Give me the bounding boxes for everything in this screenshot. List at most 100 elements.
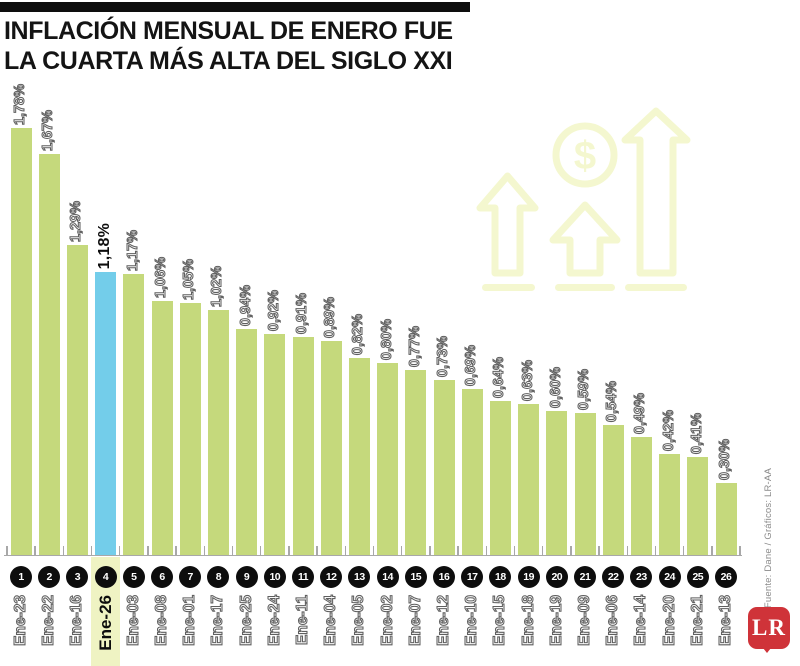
chart-bar — [518, 404, 540, 555]
rank-badge: 18 — [489, 566, 512, 588]
category-label: Ene-10 — [463, 594, 481, 646]
chart-bar — [151, 301, 173, 555]
bar-value-label: 0,49% — [632, 392, 649, 434]
chart-bar — [546, 411, 568, 555]
category-label: Ene-11 — [293, 594, 311, 645]
rank-badge: 3 — [66, 566, 89, 588]
chart-bar — [433, 380, 455, 555]
rank-badge: 26 — [715, 566, 737, 588]
rank-badge: 12 — [320, 566, 343, 588]
chart-bar — [66, 245, 88, 555]
category-label: Ene-01 — [181, 594, 199, 646]
chart-bar — [95, 272, 117, 555]
chart-bar — [10, 128, 32, 555]
category-label: Ene-09 — [575, 594, 593, 646]
axis-tick — [62, 546, 65, 555]
axis-tick — [626, 546, 629, 555]
rank-badge: 4 — [94, 566, 117, 588]
category-label: Ene-18 — [519, 594, 537, 646]
rank-badge: 25 — [686, 566, 709, 588]
axis-tick — [6, 546, 8, 555]
rank-badge: 6 — [151, 566, 173, 588]
chart-bar — [264, 334, 286, 555]
rank-badge: 19 — [517, 566, 540, 588]
dollar-coin-icon — [552, 122, 618, 188]
category-label: Ene-15 — [491, 594, 509, 646]
chart-bar — [207, 310, 229, 555]
chart-bar — [292, 337, 314, 555]
dollar-sign-icon: $ — [574, 134, 596, 178]
bar-value-label: 0,94% — [237, 284, 254, 326]
chart-bar — [179, 303, 201, 555]
axis-tick — [457, 546, 459, 555]
axis-tick — [34, 546, 36, 555]
chart-bar — [377, 363, 399, 555]
category-label: Ene-14 — [632, 594, 650, 646]
rank-badge: 11 — [292, 566, 314, 588]
bar-value-label: 1,18% — [95, 222, 113, 269]
category-label: Ene-22 — [40, 594, 58, 646]
axis-tick — [175, 546, 177, 555]
bar-value-label: 0,30% — [716, 438, 733, 480]
rank-badge: 5 — [122, 566, 145, 588]
bar-value-label: 0,60% — [547, 366, 564, 408]
chart-bar — [489, 401, 511, 555]
axis-tick — [429, 546, 431, 555]
chart-bar — [687, 457, 709, 555]
lr-logo-text: LR — [752, 615, 786, 640]
growth-watermark: $ — [476, 107, 691, 291]
category-label: Ene-26 — [95, 595, 115, 651]
arrow-up-icon — [476, 172, 539, 277]
bar-value-label: 1,05% — [181, 258, 198, 300]
bar-value-label: 0,91% — [293, 292, 310, 334]
category-label: Ene-04 — [322, 594, 340, 646]
axis-tick — [344, 546, 347, 555]
arrow-up-icon — [621, 107, 691, 277]
rank-badge: 21 — [574, 566, 596, 588]
category-label: Ene-21 — [688, 594, 706, 646]
axis-tick — [682, 546, 685, 555]
rank-badge: 7 — [179, 566, 202, 588]
rank-badge: 8 — [207, 566, 230, 588]
category-label: Ene-24 — [265, 594, 283, 646]
rank-badge: 2 — [38, 566, 61, 588]
chart-bar — [659, 454, 681, 555]
chart-bar — [320, 341, 342, 555]
rank-badge: 9 — [235, 566, 258, 588]
rank-badge: 1 — [10, 566, 32, 588]
bar-value-label: 0,59% — [575, 368, 592, 410]
bar-value-label: 1,06% — [152, 256, 169, 298]
axis-tick — [513, 546, 516, 555]
axis-tick — [570, 546, 572, 555]
rank-badge: 20 — [545, 566, 568, 588]
bar-value-label: 0,92% — [265, 289, 282, 331]
bar-value-label: 1,29% — [68, 200, 85, 242]
category-label: Ene-17 — [209, 594, 227, 646]
chart-bar — [236, 329, 258, 555]
rank-badge: 17 — [461, 566, 484, 588]
bar-value-label: 1,17% — [124, 229, 141, 271]
axis-tick — [485, 546, 488, 555]
title-accent-bar — [0, 2, 470, 12]
page-title-line1: INFLACIÓN MENSUAL DE ENERO FUE — [4, 17, 453, 45]
bar-value-label: 0,63% — [519, 359, 536, 401]
bar-value-label: 0,64% — [491, 356, 508, 398]
category-label: Ene-13 — [716, 594, 734, 646]
rank-badge: 24 — [658, 566, 681, 588]
axis-tick — [231, 546, 234, 555]
rank-badge: 15 — [404, 566, 427, 588]
bar-value-label: 1,67% — [40, 109, 57, 151]
rank-badge: 22 — [602, 566, 625, 588]
axis-tick — [259, 546, 262, 555]
bar-value-label: 0,77% — [406, 325, 423, 367]
axis-tick — [711, 546, 713, 555]
bar-value-label: 1,02% — [209, 265, 226, 307]
arrow-up-icon — [549, 201, 621, 277]
source-credit: Fuente: Dane / Gráficos: LR-AA — [763, 467, 774, 608]
arrow-underline — [555, 284, 615, 291]
category-label: Ene-06 — [604, 594, 622, 646]
rank-badge: 16 — [433, 566, 455, 588]
axis-tick — [400, 546, 403, 555]
